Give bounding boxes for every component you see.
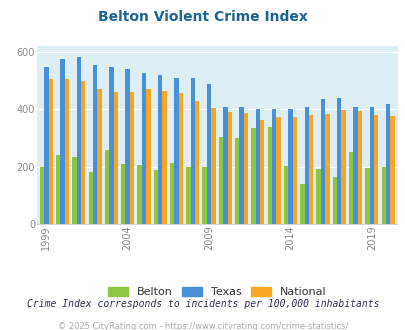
Bar (271, 110, 276, 224)
Bar (381, 167, 385, 224)
Bar (77, 57, 81, 224)
Bar (178, 93, 183, 224)
Bar (267, 127, 271, 224)
Bar (255, 109, 260, 224)
Bar (97, 89, 102, 224)
Bar (162, 91, 166, 224)
Bar (153, 170, 158, 224)
Text: Crime Index corresponds to incidents per 100,000 inhabitants: Crime Index corresponds to incidents per… (27, 299, 378, 309)
Bar (276, 117, 280, 224)
Bar (315, 169, 320, 224)
Bar (104, 150, 109, 224)
Bar (121, 164, 125, 224)
Bar (202, 167, 207, 224)
Bar (44, 67, 48, 224)
Bar (170, 163, 174, 224)
Bar (81, 81, 85, 224)
Bar (137, 165, 141, 224)
Bar (352, 107, 357, 224)
Bar (40, 167, 44, 224)
Bar (113, 92, 118, 224)
Bar (348, 152, 352, 224)
Bar (125, 69, 130, 224)
Bar (72, 157, 77, 224)
Bar (56, 155, 60, 224)
Text: Belton Violent Crime Index: Belton Violent Crime Index (98, 10, 307, 24)
Bar (304, 107, 308, 224)
Bar (218, 137, 223, 224)
Bar (260, 120, 264, 224)
Bar (109, 67, 113, 224)
Bar (48, 79, 53, 224)
Bar (336, 98, 341, 224)
Bar (146, 89, 150, 224)
Bar (288, 109, 292, 224)
Bar (141, 73, 146, 224)
Bar (320, 99, 324, 224)
Bar (369, 107, 373, 224)
Bar (60, 59, 65, 224)
Bar (239, 107, 243, 224)
Bar (130, 92, 134, 224)
Bar (93, 65, 97, 224)
Bar (292, 116, 296, 224)
Bar (373, 115, 377, 224)
Bar (341, 110, 345, 224)
Bar (243, 113, 247, 224)
Bar (88, 172, 93, 224)
Bar (324, 114, 329, 224)
Bar (251, 128, 255, 224)
Bar (234, 138, 239, 224)
Bar (299, 184, 304, 224)
Bar (332, 177, 336, 224)
Bar (158, 75, 162, 224)
Bar (194, 101, 199, 224)
Bar (385, 104, 389, 224)
Bar (207, 83, 211, 224)
Bar (174, 78, 178, 224)
Bar (364, 168, 369, 224)
Bar (283, 166, 288, 224)
Bar (308, 115, 313, 224)
Bar (223, 107, 227, 224)
Bar (211, 108, 215, 224)
Bar (190, 78, 194, 224)
Bar (357, 111, 361, 224)
Legend: Belton, Texas, National: Belton, Texas, National (105, 283, 328, 301)
Bar (389, 116, 394, 224)
Bar (227, 112, 231, 224)
Text: © 2025 CityRating.com - https://www.cityrating.com/crime-statistics/: © 2025 CityRating.com - https://www.city… (58, 322, 347, 330)
Bar (65, 79, 69, 224)
Bar (186, 167, 190, 224)
